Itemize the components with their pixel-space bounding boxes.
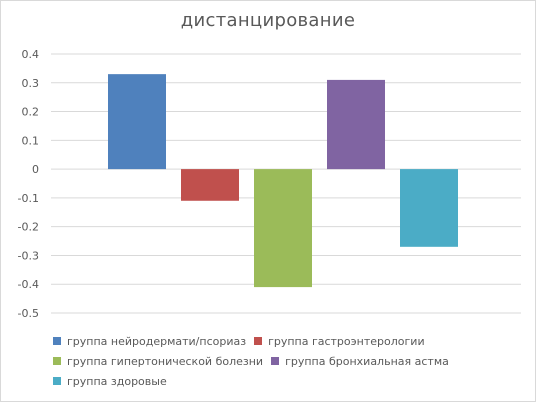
- legend-swatch: [53, 357, 61, 365]
- legend-swatch: [53, 377, 61, 385]
- legend-item: группа гастроэнтерологии: [254, 331, 425, 351]
- legend-item: группа нейродермати/псориаз: [53, 331, 246, 351]
- bar-3: [254, 169, 312, 288]
- bar-4: [327, 79, 385, 170]
- y-tick-label: -0.4: [18, 278, 39, 291]
- y-tick-label: -0.3: [18, 249, 39, 262]
- legend-label: группа здоровые: [67, 374, 167, 388]
- y-tick-label: -0.5: [18, 307, 39, 320]
- legend-swatch: [53, 337, 61, 345]
- y-tick-label: 0: [32, 163, 39, 176]
- chart-legend: группа нейродермати/псориаз группа гастро…: [53, 331, 473, 391]
- bar-1: [108, 74, 166, 170]
- legend-label: группа гастроэнтерологии: [268, 334, 425, 348]
- chart-title: дистанцирование: [180, 10, 356, 31]
- legend-label: группа нейродермати/псориаз: [67, 334, 247, 348]
- bar-2: [181, 169, 239, 201]
- y-tick-label: 0.2: [22, 106, 40, 119]
- legend-item: группа гипертонической болезни: [53, 351, 263, 371]
- legend-label: группа бронхиальная астма: [285, 354, 449, 368]
- legend-swatch: [271, 357, 280, 365]
- bar-5: [400, 169, 458, 247]
- y-tick-label: -0.2: [18, 221, 39, 234]
- y-tick-label: 0.3: [22, 77, 40, 90]
- y-tick-label: 0.1: [22, 134, 40, 147]
- legend-swatch: [254, 337, 263, 345]
- y-tick-label: 0.4: [22, 48, 40, 61]
- y-tick-label: -0.1: [18, 192, 39, 205]
- legend-item: группа здоровые: [53, 371, 167, 391]
- legend-label: группа гипертонической болезни: [67, 354, 264, 368]
- legend-item: группа бронхиальная астма: [271, 351, 449, 371]
